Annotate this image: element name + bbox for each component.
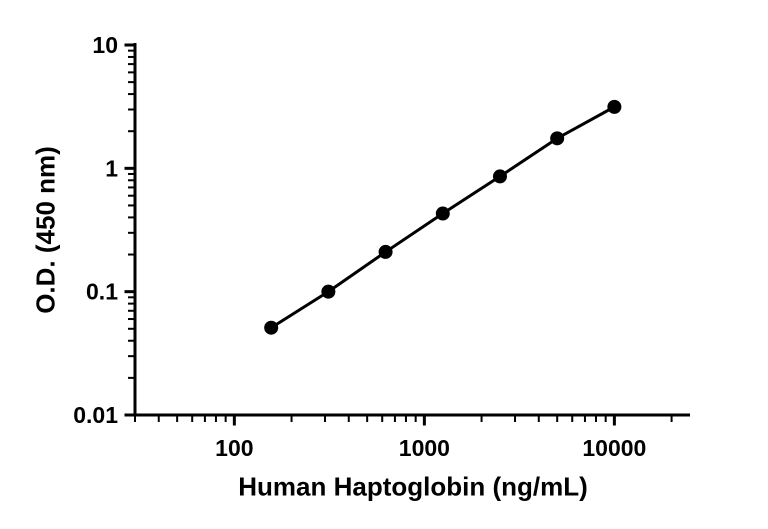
x-tick-label: 10000 [582,435,646,461]
data-point [264,320,279,335]
data-point [607,99,622,114]
data-point [321,284,336,299]
x-tick-label: 1000 [399,435,450,461]
x-tick-label: 100 [215,435,253,461]
y-tick-label: 0.1 [86,279,118,305]
y-tick-label: 0.01 [73,402,118,428]
y-axis-label: O.D. (450 nm) [30,146,61,314]
data-point [378,244,393,259]
x-axis-label: Human Haptoglobin (ng/mL) [238,471,588,502]
data-point [492,169,507,184]
data-point [435,206,450,221]
data-point [550,131,565,146]
y-tick-label: 1 [105,155,118,181]
y-tick-label: 10 [92,32,118,58]
